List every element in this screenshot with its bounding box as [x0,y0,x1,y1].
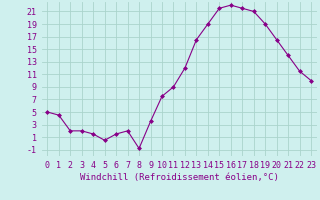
X-axis label: Windchill (Refroidissement éolien,°C): Windchill (Refroidissement éolien,°C) [80,173,279,182]
